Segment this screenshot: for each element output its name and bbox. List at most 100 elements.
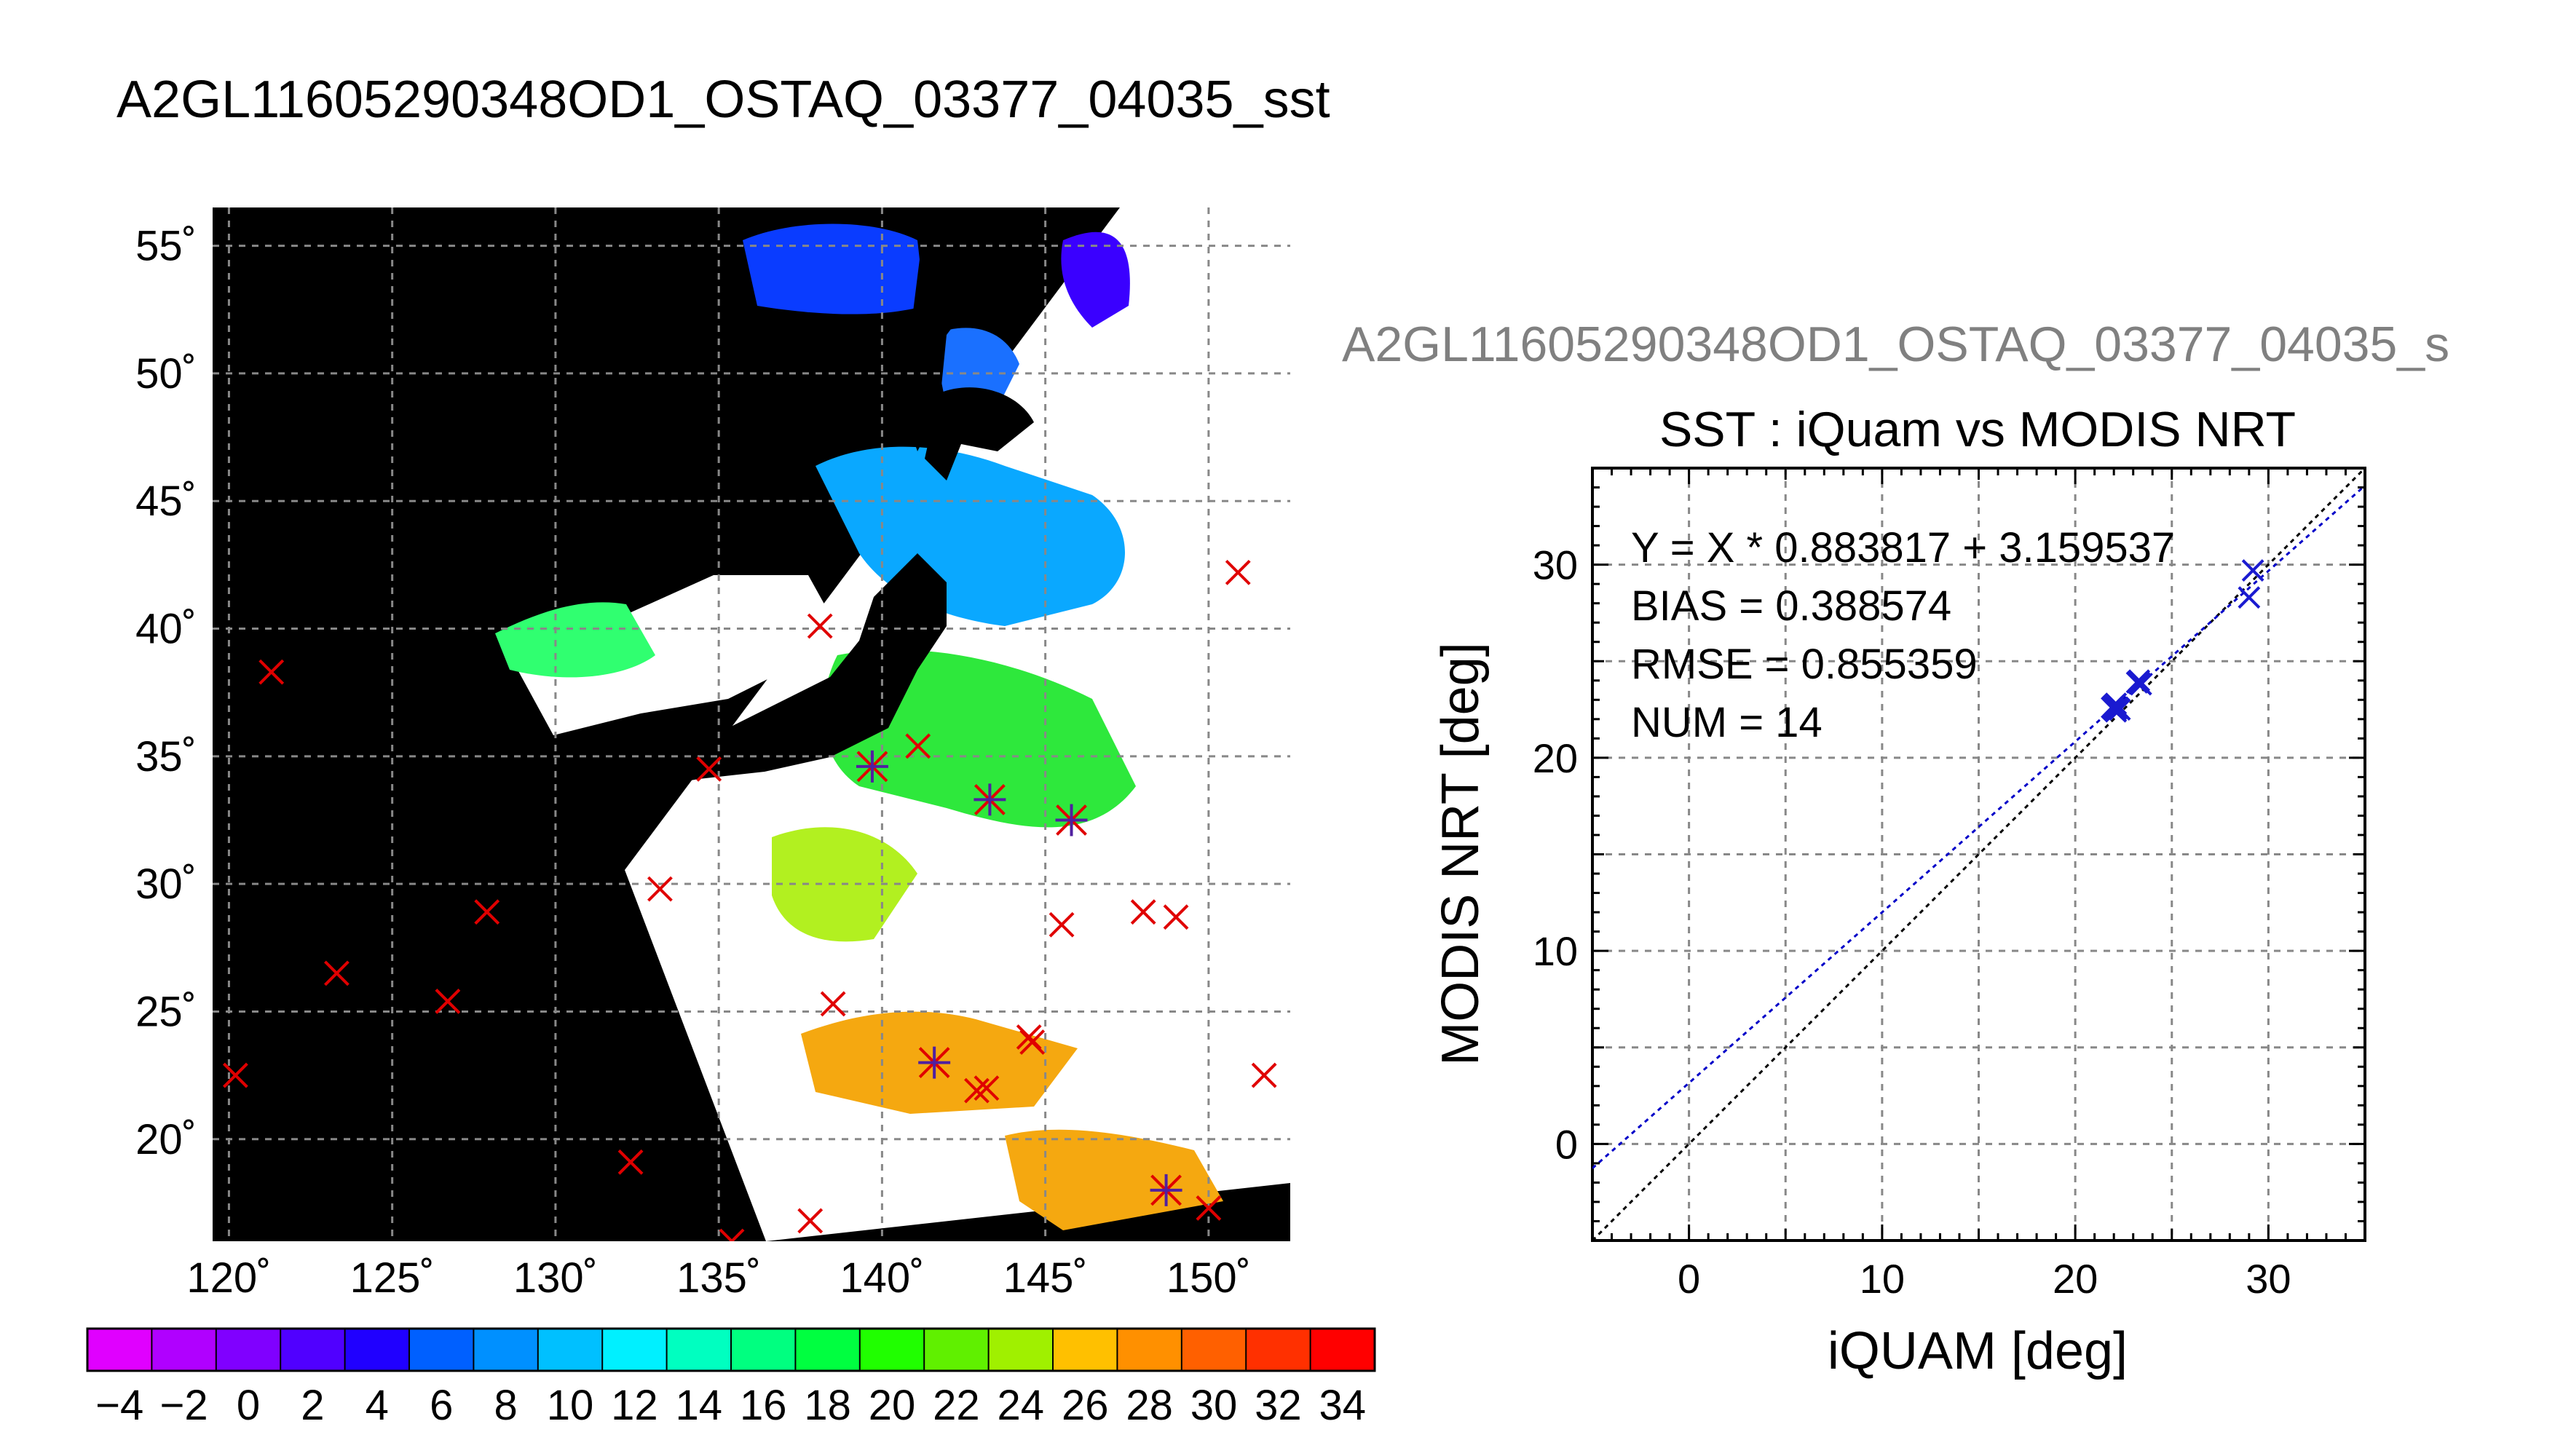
colorbar-tick-label: 30 [1190,1382,1238,1429]
x-tick-label: 30 [2246,1256,2291,1302]
colorbar-swatch [344,1329,410,1371]
colorbar-swatch [859,1329,925,1371]
colorbar-swatch [409,1329,474,1371]
x-tick-label: 20 [2053,1256,2098,1302]
regression-fit-line [1592,484,2365,1169]
colorbar-swatch [731,1329,796,1371]
main-title: A2GL11605290348OD1_OSTAQ_03377_04035_sst [117,71,1330,129]
y-tick-label: 0 [1555,1121,1578,1167]
buoy-marker [474,899,500,925]
buoy-marker [719,1228,745,1241]
lon-tick-label: 120˚ [186,1254,271,1302]
lat-tick-label: 35˚ [135,733,197,780]
matched-marker [1150,1174,1182,1206]
lon-tick-label: 145˚ [1003,1254,1088,1302]
buoy-marker [222,1062,248,1088]
y-tick-label: 20 [1533,735,1578,781]
map-tick-labels: 120˚ 125˚ 130˚ 135˚ 140˚ 145˚ 150˚ 55˚ 50˚ 45˚ 40˚… [135,223,1251,1302]
x-tick-label: 10 [1860,1256,1905,1302]
scatter-point [2241,559,2264,582]
scatter-point [2238,586,2261,609]
y-tick-label: 10 [1533,928,1578,974]
buoy-marker [807,613,833,639]
colorbar-swatch [87,1329,152,1371]
buoy-marker [1251,1062,1277,1088]
lat-tick-label: 55˚ [135,223,197,270]
scatter-plot: SST : iQuam vs MODIS NRT 0 10 20 300102030 … [1431,402,2366,1380]
colorbar-swatch [216,1329,281,1371]
lat-tick-label: 25˚ [135,988,197,1035]
buoy-marker [435,989,461,1014]
lat-tick-label: 40˚ [135,606,197,653]
lat-tick-label: 50˚ [135,350,197,397]
buoy-marker [974,1075,1000,1101]
scatter-point [2128,671,2151,694]
colorbar-swatch [1246,1329,1311,1371]
colorbar-swatch [1053,1329,1118,1371]
stat-line: Y = X * 0.883817 + 3.159537 [1631,524,2175,571]
sst-map: 120˚ 125˚ 130˚ 135˚ 140˚ 145˚ 150˚ 55˚ 50˚ 45˚ 40˚… [135,207,1290,1302]
colorbar-swatch [537,1329,603,1371]
lon-tick-label: 130˚ [513,1254,598,1302]
colorbar-tick-label: 32 [1255,1382,1302,1429]
colorbar-tick-label: 12 [611,1382,658,1429]
buoy-marker [1225,559,1251,585]
buoy-marker [797,1208,824,1234]
map-grid [213,207,1290,1241]
colorbar-swatch [1181,1329,1247,1371]
scatter-points [2101,559,2264,723]
colorbar-tick-label: 2 [301,1382,324,1429]
buoy-marker [1196,1195,1222,1221]
colorbar-swatch [151,1329,217,1371]
secondary-title: A2GL11605290348OD1_OSTAQ_03377_04035_s [1342,317,2450,372]
colorbar-tick-label: 10 [547,1382,594,1429]
scatter-point [2104,698,2128,721]
buoy-marker [905,733,931,759]
x-axis-label: iQUAM [deg] [1828,1322,2128,1380]
matched-marker [1055,804,1088,836]
buoy-markers [222,559,1277,1241]
land-kyushu [583,750,655,837]
scatter-grid [1592,468,2365,1241]
buoy-marker [324,960,350,986]
buoy-marker [820,991,846,1017]
y-axis-label: MODIS NRT [deg] [1431,642,1490,1066]
sst-region-okhotsk [743,223,925,314]
buoy-marker [647,876,673,902]
colorbar-tick-label: 24 [998,1382,1045,1429]
matched-marker [918,1046,951,1079]
buoy-marker [1049,911,1075,938]
fit-statistics: Y = X * 0.883817 + 3.159537 BIAS = 0.3885… [1631,524,2175,746]
colorbar-tick-label: 22 [933,1382,980,1429]
lon-tick-label: 125˚ [350,1254,435,1302]
colorbar-tick-label: 14 [676,1382,723,1429]
x-tick-label: 0 [1678,1256,1700,1302]
colorbar-swatch [1117,1329,1182,1371]
colorbar-tick-label: 8 [494,1382,517,1429]
matched-marker [856,750,888,783]
land-hokkaido [925,387,1034,480]
land-sakhalin [903,218,968,451]
sst-region-yellow-sea [495,602,655,678]
colorbar-swatch [795,1329,861,1371]
colorbar-swatch [1310,1329,1375,1371]
colorbar-tick-label: 34 [1319,1382,1367,1429]
buoy-marker [1019,1029,1046,1055]
matched-markers [856,750,1182,1206]
colorbar-swatch [988,1329,1054,1371]
land-honshu [633,553,947,786]
colorbar-tick-label: 20 [869,1382,916,1429]
buoy-marker [1130,899,1156,925]
colorbar-tick-label: 16 [740,1382,787,1429]
one-to-one-line [1592,468,2365,1241]
colorbar-swatch [666,1329,732,1371]
lon-tick-label: 135˚ [676,1254,761,1302]
colorbar-tick-label: 6 [430,1382,453,1429]
colorbar-tick-label: 4 [366,1382,389,1429]
buoy-marker [1163,904,1189,930]
swath-cloud-region [510,575,845,735]
lon-tick-label: 150˚ [1166,1254,1251,1302]
sst-colorbar: −4 −2 0 2 4 6 8 10 12 14 16 18 20 22 24 26 28 30 32 34 [86,1327,1376,1429]
colorbar-swatch [602,1329,668,1371]
